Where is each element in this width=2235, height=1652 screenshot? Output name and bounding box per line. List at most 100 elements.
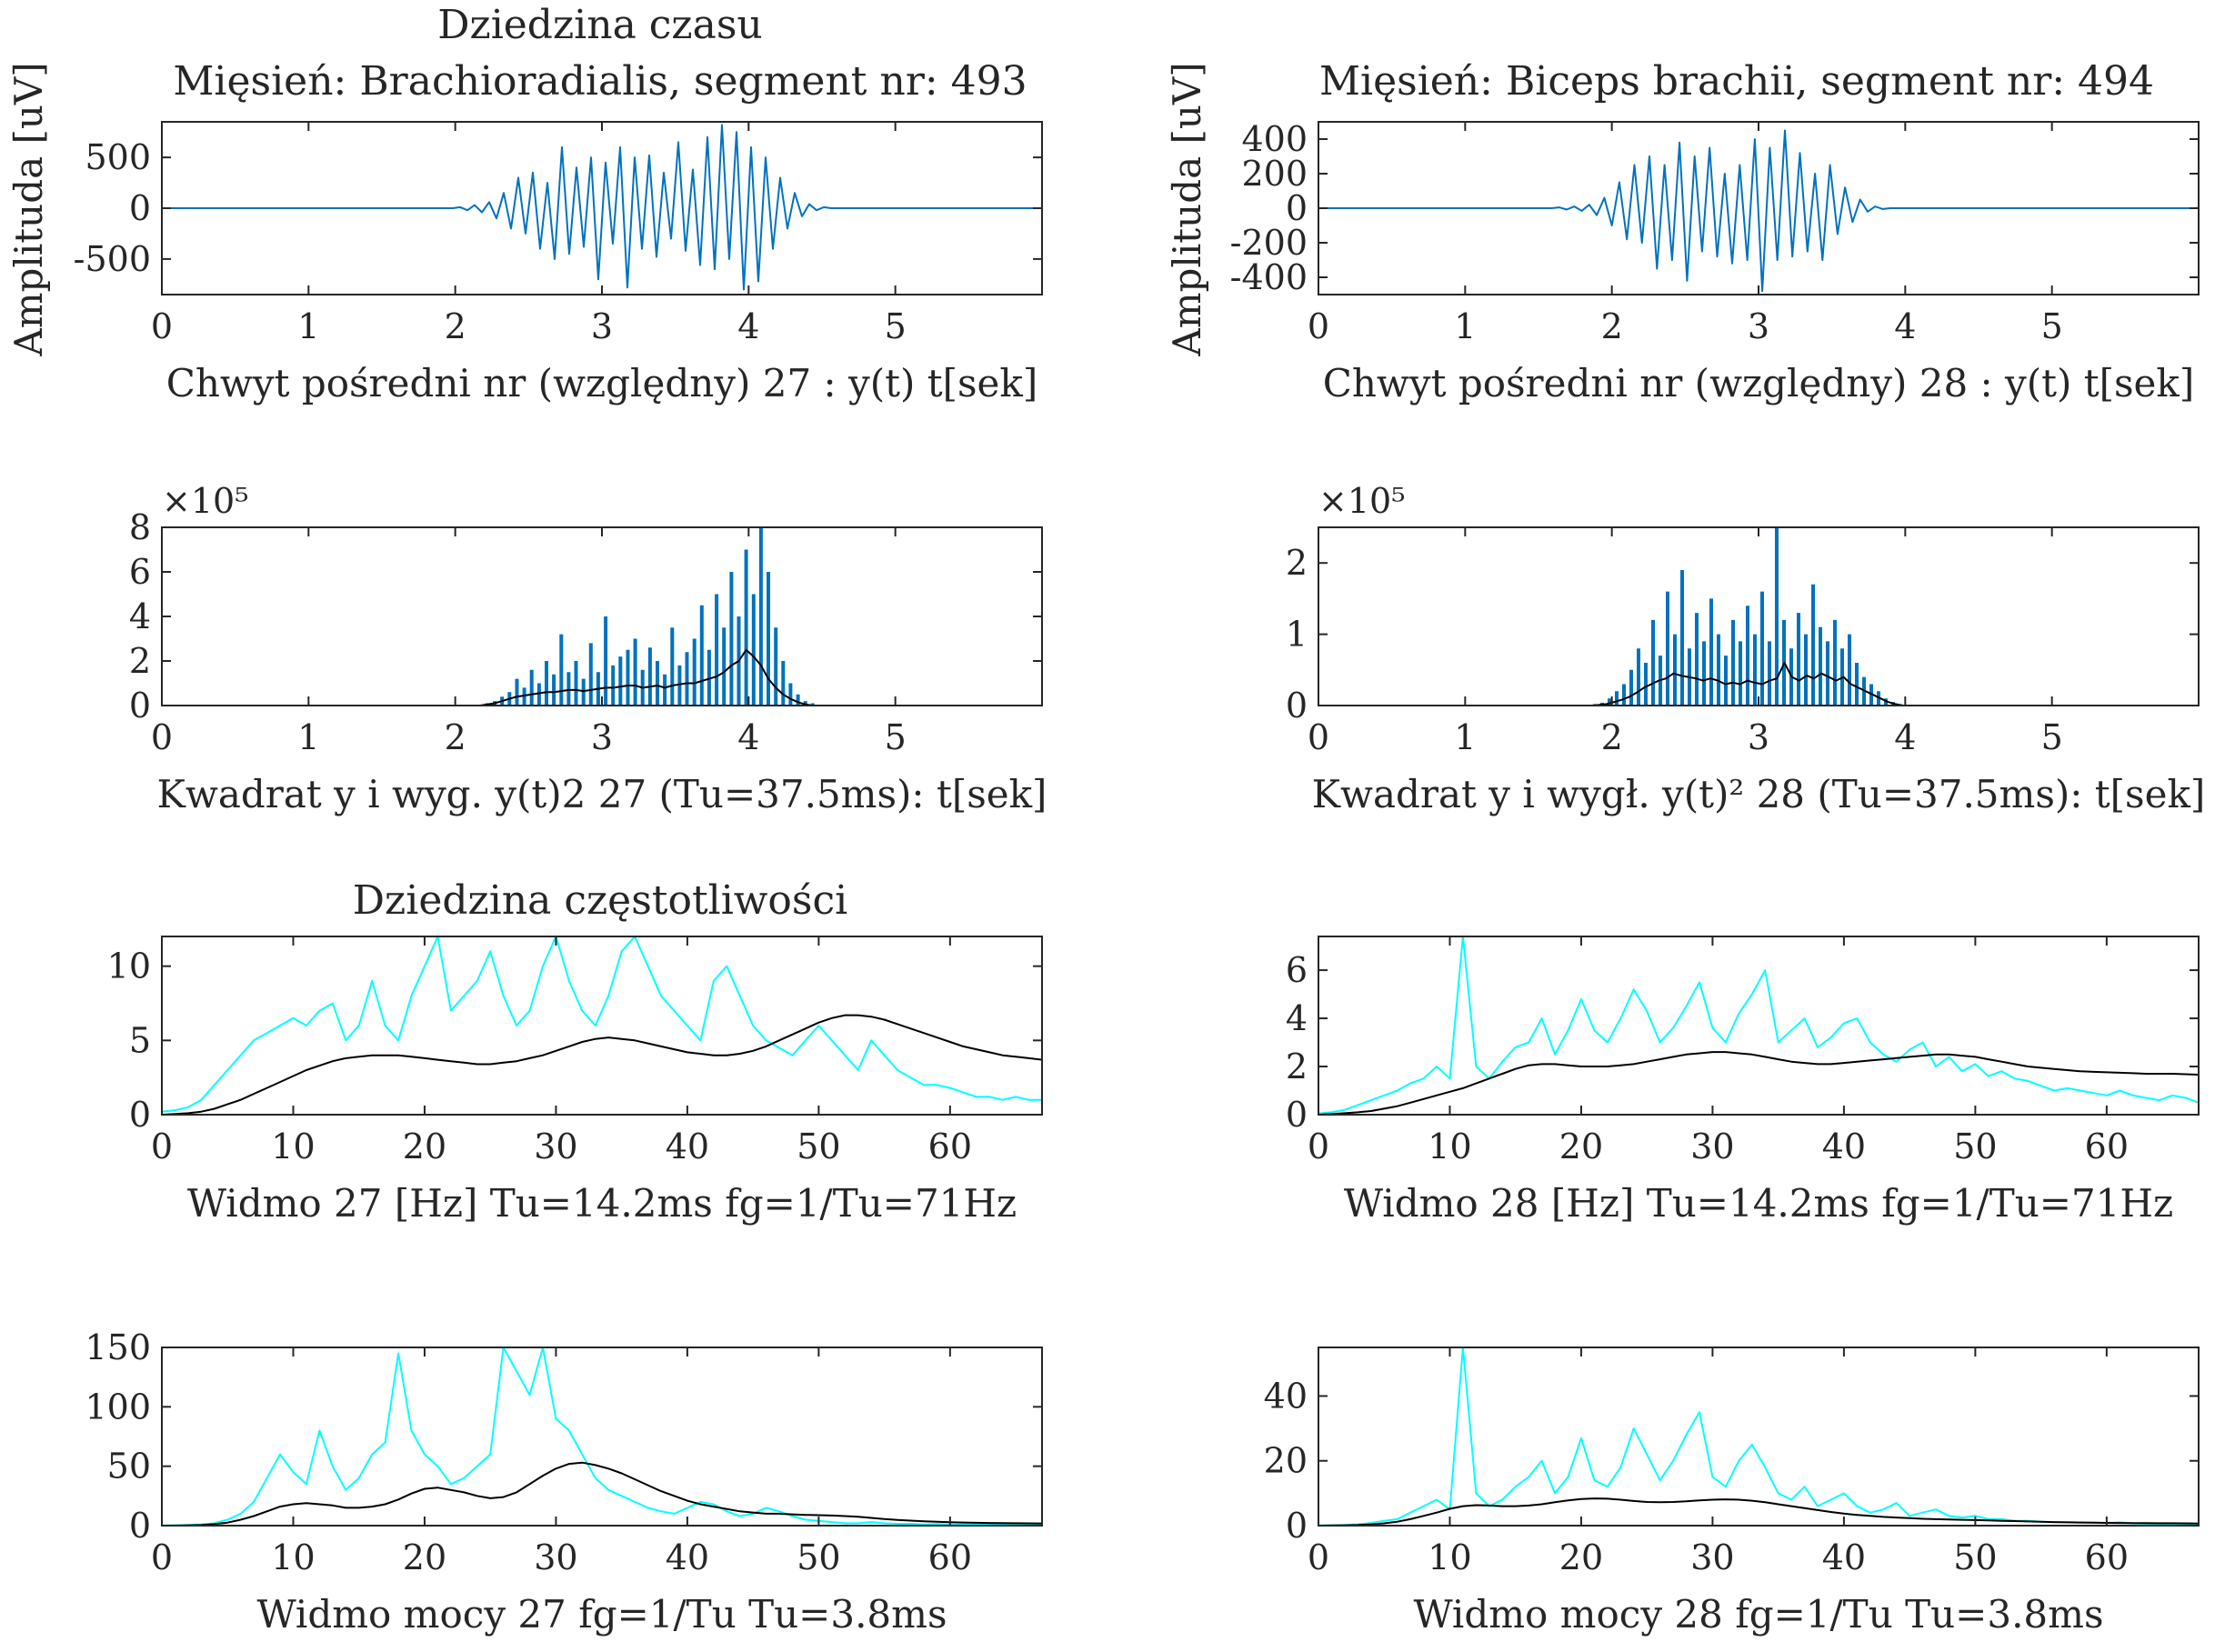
y-tick-label: 0 (129, 686, 151, 726)
right-ylabel: Amplituda [uV] (1165, 62, 1209, 356)
x-tick-label: 50 (1953, 1126, 1997, 1166)
x-axis-label: Widmo mocy 27 fg=1/Tu Tu=3.8ms (256, 1592, 947, 1637)
x-tick-label: 3 (591, 717, 613, 757)
y-tick-label: 0 (1286, 188, 1308, 228)
x-tick-label: 3 (1748, 717, 1769, 757)
x-tick-label: 30 (1690, 1537, 1734, 1577)
x-tick-label: 4 (1894, 717, 1916, 757)
y-tick-label: 150 (85, 1327, 151, 1367)
x-axis-label: Widmo 28 [Hz] Tu=14.2ms fg=1/Tu=71Hz (1344, 1181, 2173, 1226)
y-tick-label: 0 (1286, 686, 1308, 726)
y-tick-label: 100 (85, 1387, 151, 1427)
x-tick-label: 3 (591, 306, 613, 346)
y-tick-label: 0 (1286, 1506, 1308, 1546)
axes-frame (161, 936, 1043, 1116)
y-tick-label: -200 (1230, 223, 1308, 263)
y-tick-label: -400 (1230, 257, 1308, 297)
chart-panel-l4: 0 10 20 30 40 50 60 0 50 100 150 Widmo mocy 27 fg=1… (85, 1327, 1043, 1637)
x-tick-label: 2 (1601, 717, 1623, 757)
x-tick-label: 5 (885, 306, 907, 346)
axes-frame (1318, 936, 2200, 1116)
y-tick-label: 1 (1286, 615, 1308, 655)
x-tick-label: 4 (737, 306, 759, 346)
x-tick-label: 2 (445, 306, 466, 346)
frequency-header: Dziedzina częstotliwości (353, 877, 847, 924)
x-tick-label: 3 (1748, 306, 1769, 346)
chart-panel-r4: 0 10 20 30 40 50 60 0 20 40 Widmo mocy 28 fg=1/Tu … (1264, 1347, 2200, 1637)
chart-panel-l3: 0 10 20 30 40 50 60 0 5 10 Widmo 27 [Hz] Tu=14.2ms… (107, 936, 1043, 1226)
y-tick-label: 4 (129, 596, 151, 636)
y-tick-label: 2 (1286, 1046, 1308, 1086)
x-tick-label: 40 (666, 1537, 709, 1577)
x-axis-label: Kwadrat y i wygł. y(t)² 28 (Tu=37.5ms): … (1312, 772, 2206, 816)
y-tick-label: 5 (129, 1020, 151, 1060)
x-tick-label: 30 (534, 1126, 577, 1166)
series-emg (1318, 129, 2199, 293)
x-tick-label: 10 (1428, 1126, 1471, 1166)
x-tick-label: 5 (2041, 306, 2063, 346)
y-tick-label: 20 (1264, 1441, 1308, 1481)
x-tick-label: 1 (297, 717, 319, 757)
x-tick-label: 0 (1308, 1537, 1329, 1577)
axes-frame (161, 526, 1043, 706)
y-tick-label: 10 (107, 946, 151, 986)
axes-frame (161, 1347, 1043, 1527)
x-tick-label: 10 (271, 1126, 315, 1166)
y-tick-label: 6 (1286, 950, 1308, 990)
y-tick-label: 4 (1286, 998, 1308, 1038)
x-axis-label: Widmo mocy 28 fg=1/Tu Tu=3.8ms (1413, 1592, 2103, 1637)
x-tick-label: 20 (403, 1537, 446, 1577)
x-tick-label: 40 (1822, 1537, 1866, 1577)
series-envelope (1318, 1051, 2199, 1115)
x-tick-label: 40 (1822, 1126, 1866, 1166)
series-spectrum (1318, 936, 2199, 1115)
y-exponent-label: ×10⁵ (1318, 481, 1405, 521)
series-emg (162, 124, 1042, 291)
x-axis-label: Kwadrat y i wyg. y(t)2 27 (Tu=37.5ms): t… (157, 772, 1047, 816)
x-axis-label: Widmo 27 [Hz] Tu=14.2ms fg=1/Tu=71Hz (187, 1181, 1017, 1226)
x-tick-label: 4 (1894, 306, 1916, 346)
y-tick-label: 50 (107, 1447, 151, 1487)
y-tick-label: 0 (1286, 1095, 1308, 1135)
x-axis-label: Chwyt pośredni nr (względny) 27 : y(t) t… (166, 361, 1038, 405)
series-squared (485, 527, 815, 706)
y-tick-label: 0 (129, 188, 151, 228)
y-exponent-label: ×10⁵ (162, 481, 248, 521)
y-tick-label: 200 (1241, 154, 1308, 194)
y-tick-label: -500 (74, 239, 151, 279)
y-tick-label: 40 (1264, 1376, 1308, 1416)
series-envelope (162, 1461, 1042, 1526)
y-tick-label: 6 (129, 552, 151, 592)
x-tick-label: 0 (151, 717, 173, 757)
x-tick-label: 20 (1559, 1126, 1603, 1166)
series-spectrum (162, 936, 1042, 1113)
x-tick-label: 20 (1559, 1537, 1603, 1577)
y-tick-label: 8 (129, 507, 151, 547)
x-tick-label: 20 (403, 1126, 446, 1166)
series-spectrum (162, 1347, 1042, 1526)
x-tick-label: 50 (797, 1126, 840, 1166)
x-tick-label: 50 (797, 1537, 840, 1577)
x-tick-label: 0 (1308, 717, 1329, 757)
x-tick-label: 30 (1690, 1126, 1734, 1166)
y-tick-label: 0 (129, 1095, 151, 1135)
x-tick-label: 1 (1454, 306, 1476, 346)
x-tick-label: 5 (2041, 717, 2063, 757)
x-tick-label: 2 (1601, 306, 1623, 346)
series-envelope (1318, 1497, 2199, 1526)
x-tick-label: 60 (928, 1537, 972, 1577)
x-tick-label: 30 (534, 1537, 577, 1577)
axes-frame (1318, 526, 2200, 706)
y-tick-label: 500 (85, 137, 151, 177)
x-axis-label: Chwyt pośredni nr (względny) 28 : y(t) t… (1323, 361, 2195, 405)
y-tick-label: 2 (129, 641, 151, 681)
x-tick-label: 0 (1308, 306, 1329, 346)
left-ylabel: Amplituda [uV] (6, 62, 51, 356)
x-tick-label: 60 (2085, 1537, 2129, 1577)
